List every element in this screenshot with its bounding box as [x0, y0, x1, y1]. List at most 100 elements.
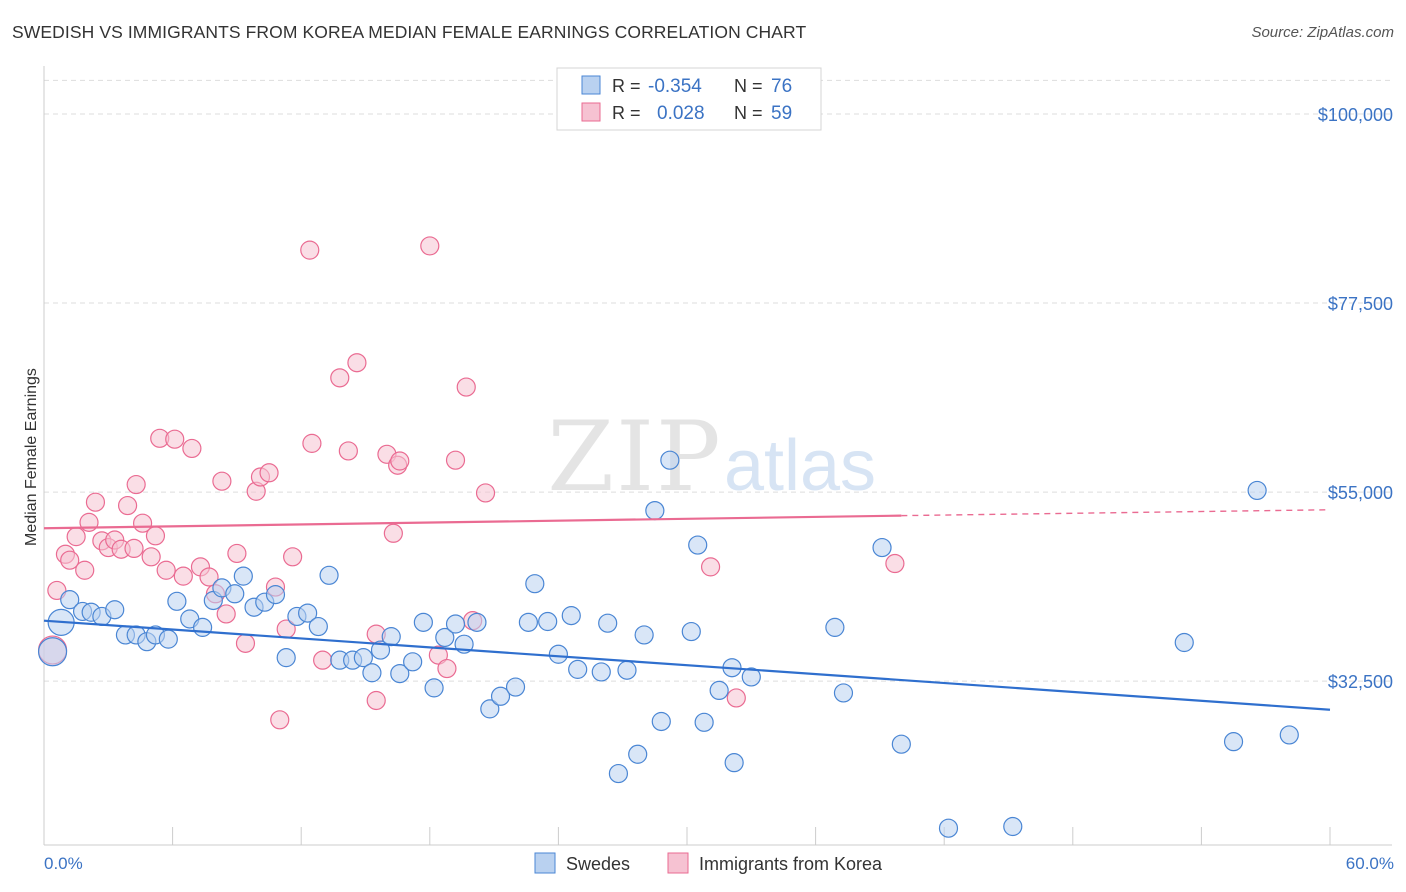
korea-point	[47, 580, 67, 601]
trend-line-swedes	[43, 619, 1331, 711]
korea-point	[145, 526, 166, 546]
swedes-point	[538, 611, 558, 632]
korea-point	[60, 550, 80, 570]
swedes-point	[1003, 816, 1023, 837]
korea-point	[475, 483, 496, 503]
source-credit: Source: ZipAtlas.com	[1251, 24, 1394, 41]
swedes-point	[741, 667, 761, 687]
korea-point	[330, 368, 350, 388]
swedes-point	[617, 660, 637, 680]
y-axis-label: Median Female Earnings	[23, 368, 40, 546]
korea-point	[270, 710, 290, 730]
swedes-point	[651, 711, 671, 732]
swedes-point	[158, 629, 178, 649]
korea-point	[302, 433, 322, 453]
swedes-point	[233, 566, 253, 586]
korea-point	[338, 441, 358, 461]
swedes-point	[505, 677, 526, 697]
swedes-point	[265, 585, 286, 605]
watermark: ZIP atlas	[547, 401, 876, 513]
korea-point	[700, 557, 721, 577]
korea-point	[300, 240, 320, 260]
swedes-point	[688, 535, 708, 555]
korea-point	[437, 658, 457, 679]
swedes-point	[628, 744, 648, 764]
swedes-point	[225, 584, 245, 604]
korea-point	[726, 688, 746, 708]
swedes-point	[634, 625, 654, 645]
korea-point	[212, 471, 232, 491]
swedes-point	[694, 712, 714, 732]
swedes-point	[403, 652, 423, 672]
series-swedes	[37, 450, 1299, 838]
y-tick-label: $77,500	[1328, 294, 1393, 314]
legend-n-value-1: 76	[771, 76, 792, 97]
swedes-point	[308, 616, 328, 637]
swedes-point	[435, 627, 455, 648]
trend-lines	[43, 509, 1331, 711]
swedes-point	[591, 662, 611, 682]
swedes-point	[525, 574, 545, 594]
trend-line-korea-extension	[901, 509, 1331, 517]
swedes-point	[709, 680, 729, 701]
swedes-point	[548, 644, 569, 664]
legend-n-label-1: N =	[734, 76, 763, 96]
watermark-zip: ZIP	[547, 401, 722, 513]
y-tick-label: $32,500	[1328, 672, 1393, 692]
swedes-point	[825, 617, 845, 637]
correlation-legend: R = -0.354 N = 76 R = 0.028 N = 59	[556, 67, 822, 131]
korea-point	[141, 547, 161, 567]
korea-point	[420, 236, 440, 256]
swedes-point	[1247, 480, 1267, 501]
legend-r-label-1: R =	[612, 76, 641, 96]
legend-bottom-swatch-korea	[667, 852, 689, 874]
swedes-point	[362, 663, 382, 683]
korea-point	[313, 650, 333, 670]
legend-r-label-2: R =	[612, 103, 641, 123]
grid-lines	[44, 79, 1392, 682]
swedes-point	[724, 753, 744, 773]
legend-swatch-swedes	[581, 75, 601, 95]
swedes-point	[37, 637, 68, 667]
swedes-point	[660, 450, 680, 470]
korea-point	[124, 538, 144, 559]
swedes-point	[681, 621, 701, 642]
swedes-point	[490, 686, 511, 706]
swedes-point	[561, 606, 581, 626]
y-tick-labels: $32,500 $55,000 $77,500 $100,000	[1318, 105, 1393, 692]
legend-bottom-label-korea: Immigrants from Korea	[699, 854, 883, 874]
korea-point	[117, 495, 138, 516]
swedes-point	[105, 600, 125, 620]
legend-r-value-1: -0.354	[648, 76, 702, 97]
series-immigrants-from-korea	[37, 236, 905, 730]
legend-n-label-2: N =	[734, 103, 763, 123]
korea-point	[235, 633, 256, 653]
korea-point	[199, 567, 219, 587]
korea-point	[445, 450, 466, 470]
trend-line-korea	[43, 514, 902, 530]
korea-point	[428, 645, 448, 665]
legend-bottom-label-swedes: Swedes	[566, 854, 630, 874]
korea-point	[173, 566, 193, 586]
swedes-point	[193, 617, 213, 637]
korea-point	[66, 527, 86, 547]
korea-point	[283, 547, 303, 567]
swedes-point	[424, 678, 444, 698]
legend-swatch-korea	[581, 102, 601, 122]
korea-point	[126, 474, 146, 495]
x-tick-label-max: 60.0%	[1346, 854, 1394, 873]
x-tick-label-min: 0.0%	[44, 854, 83, 873]
swedes-point	[938, 818, 959, 838]
swedes-point	[276, 648, 296, 668]
swedes-point	[480, 699, 500, 719]
swedes-point	[891, 734, 911, 754]
korea-point	[165, 429, 185, 449]
korea-point	[383, 523, 403, 543]
legend-n-value-2: 59	[771, 103, 792, 124]
swedes-point	[298, 603, 318, 623]
series-legend: Swedes Immigrants from Korea	[534, 852, 883, 874]
swedes-point	[413, 612, 433, 632]
legend-r-value-2: 0.028	[657, 103, 705, 124]
korea-point	[227, 543, 247, 564]
